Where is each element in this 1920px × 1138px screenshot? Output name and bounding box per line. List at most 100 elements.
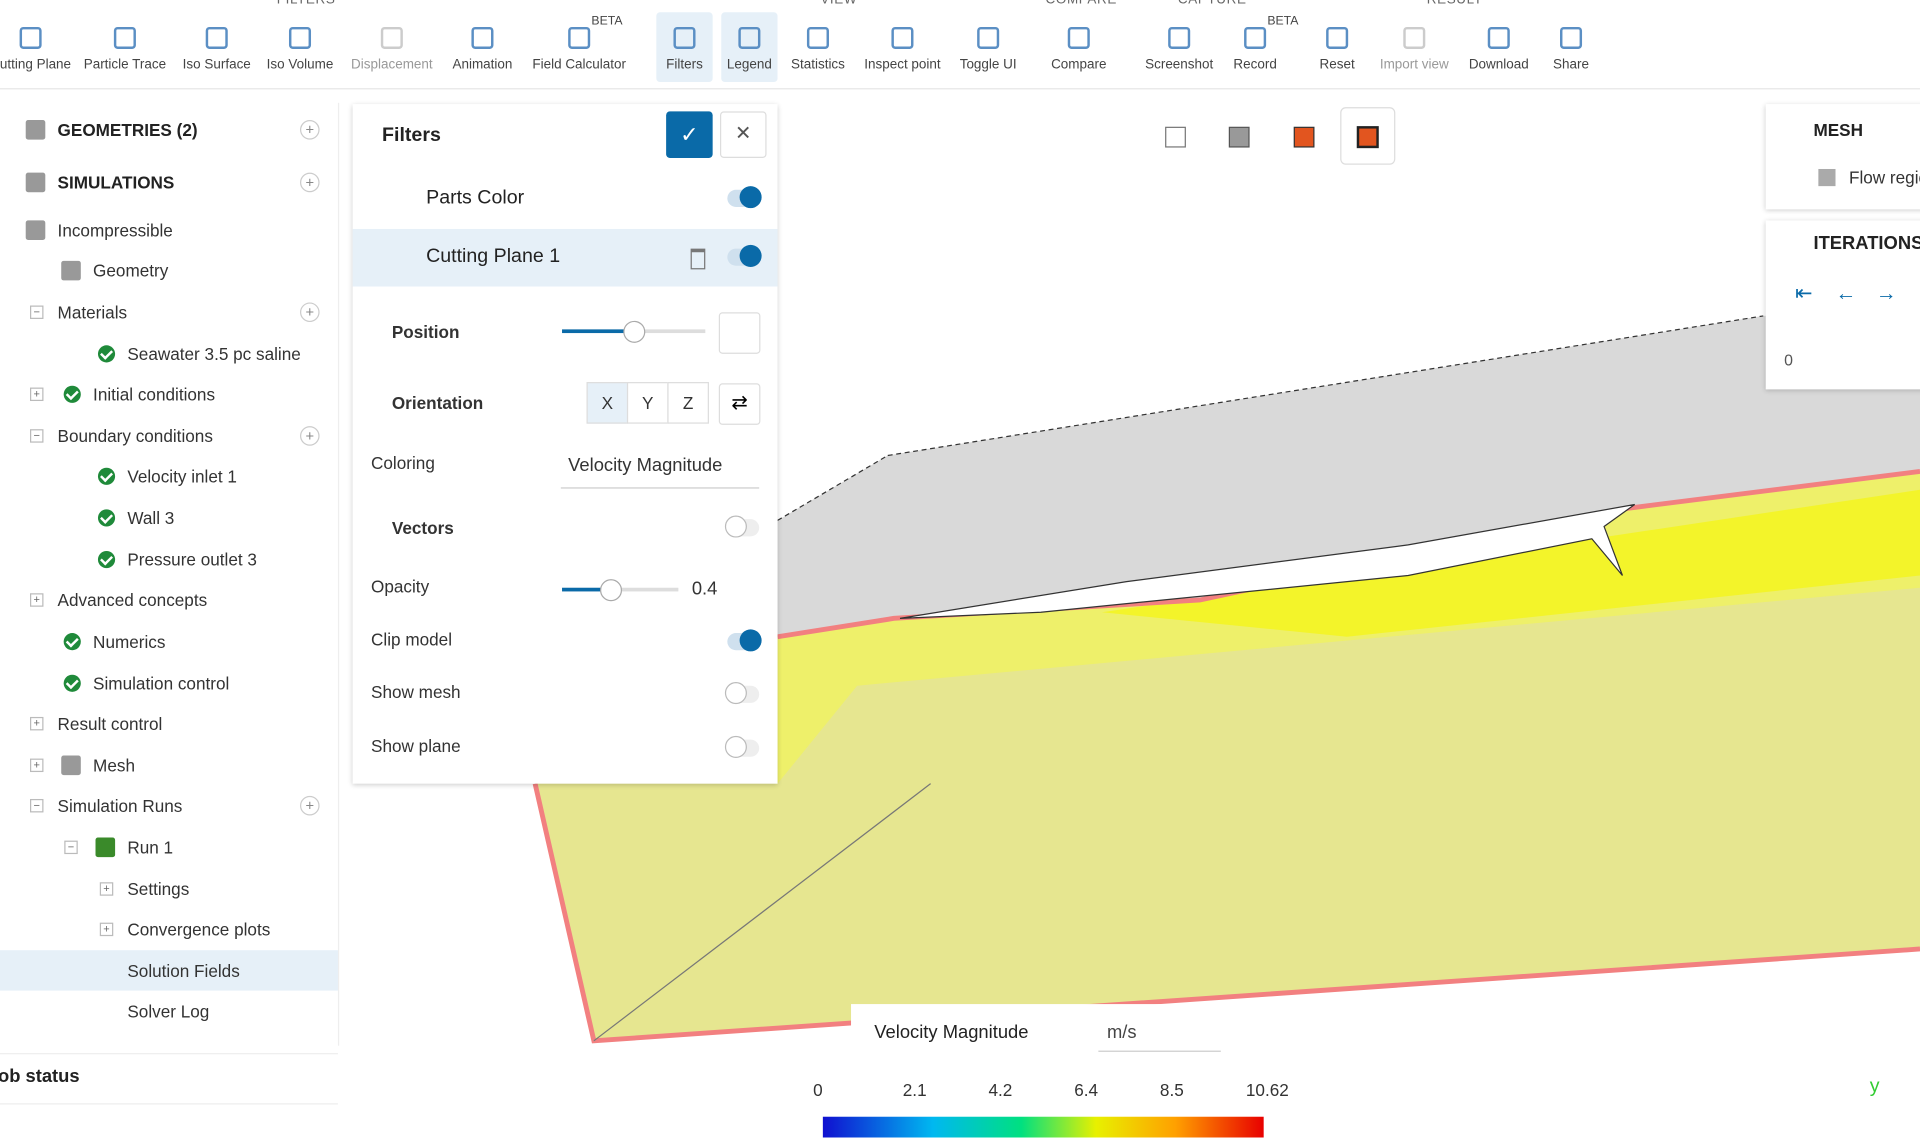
tree-item[interactable]: GEOMETRIES (2) (57, 120, 198, 140)
toolbar-button[interactable]: Inspect point (864, 57, 941, 73)
tree-item[interactable]: Initial conditions (93, 384, 216, 405)
tree-item[interactable]: Wall 3 (127, 508, 175, 528)
toolbar-icon[interactable] (19, 26, 42, 49)
toolbar-button[interactable]: Record (1233, 57, 1277, 73)
tree-item[interactable]: Geometry (93, 260, 169, 281)
tree-item[interactable]: Settings (127, 879, 190, 899)
section-title[interactable]: MESH (1813, 120, 1864, 140)
toolbar-button[interactable]: Filters (666, 57, 703, 73)
add-button[interactable]: + (300, 795, 320, 816)
swap-button[interactable]: ⇄ (718, 383, 761, 425)
legend-unit[interactable]: m/s (1106, 1021, 1137, 1043)
tree-item[interactable]: Mesh (93, 755, 135, 776)
toolbar-icon[interactable] (977, 26, 1000, 49)
toolbar-icon[interactable] (1168, 26, 1191, 49)
toolbar-icon[interactable] (1244, 26, 1267, 49)
add-button[interactable]: + (300, 172, 320, 193)
expand-toggle[interactable]: − (30, 798, 44, 813)
toolbar-button[interactable]: Field Calculator (532, 57, 626, 73)
toolbar-icon[interactable] (380, 26, 403, 49)
axis-button[interactable]: Y (626, 382, 669, 424)
toolbar-icon[interactable] (673, 26, 696, 49)
toolbar-button[interactable]: Iso Volume (266, 57, 334, 73)
property-label[interactable]: Vectors (391, 517, 454, 538)
toolbar-icon[interactable] (1403, 26, 1426, 49)
tree-item[interactable]: Convergence plots (127, 919, 271, 940)
tree-item[interactable]: Boundary conditions (57, 426, 213, 446)
tree-item[interactable]: Materials (57, 302, 128, 323)
toggle[interactable] (727, 629, 762, 652)
toolbar-button[interactable]: Download (1468, 57, 1529, 73)
toolbar-button[interactable]: Particle Trace (83, 57, 167, 73)
tree-item[interactable]: Simulation Runs (57, 795, 183, 816)
iteration-nav[interactable]: → (1875, 281, 1897, 305)
toolbar-icon[interactable] (568, 26, 591, 49)
view-cube[interactable] (1293, 126, 1315, 148)
expand-toggle[interactable]: + (30, 387, 44, 402)
axis-button[interactable]: X (586, 382, 629, 424)
add-button[interactable]: + (300, 302, 320, 323)
property-label[interactable]: Orientation (391, 393, 484, 413)
toolbar-icon[interactable] (1487, 26, 1510, 49)
tree-item[interactable]: Incompressible (57, 220, 173, 241)
tree-item[interactable]: SIMULATIONS (57, 172, 175, 193)
add-button[interactable]: + (300, 120, 320, 140)
slider-thumb[interactable] (600, 579, 623, 602)
toolbar-button[interactable]: Share (1553, 57, 1589, 73)
toggle[interactable] (724, 682, 760, 705)
axis-button[interactable]: Z (667, 382, 709, 424)
tree-item[interactable]: Simulation control (93, 673, 230, 694)
expand-toggle[interactable]: + (99, 922, 114, 937)
center-button[interactable] (718, 312, 761, 354)
toolbar-button[interactable]: Screenshot (1145, 57, 1214, 73)
toolbar-icon[interactable] (1067, 26, 1090, 49)
tree-item[interactable]: Velocity inlet 1 (127, 466, 237, 487)
apply-button[interactable]: ✓ (666, 111, 713, 158)
filter-name[interactable]: Parts Color (426, 187, 525, 209)
expand-toggle[interactable]: − (30, 429, 44, 443)
tree-item[interactable]: Result control (57, 713, 163, 734)
section-title[interactable]: ITERATIONS (1813, 233, 1920, 255)
toggle[interactable] (727, 244, 762, 267)
toolbar-icon[interactable] (806, 26, 829, 49)
tree-item[interactable]: Run 1 (127, 837, 174, 858)
toolbar-button[interactable]: Legend (726, 57, 772, 73)
expand-toggle[interactable]: + (30, 758, 44, 773)
view-cube[interactable] (1356, 126, 1379, 149)
mesh-item[interactable]: Flow region (1848, 167, 1920, 188)
toolbar-button[interactable]: Cutting Plane (0, 57, 72, 73)
toolbar-button[interactable]: Animation (452, 57, 513, 73)
iteration-nav[interactable]: ⇤ (1795, 281, 1813, 305)
filter-name[interactable]: Cutting Plane 1 (426, 246, 561, 267)
toolbar-icon[interactable] (205, 26, 228, 49)
expand-toggle[interactable]: − (64, 840, 78, 855)
toolbar-icon[interactable] (471, 26, 494, 49)
slider-thumb[interactable] (623, 320, 646, 343)
add-button[interactable]: + (300, 426, 320, 446)
expand-toggle[interactable]: − (30, 305, 44, 319)
coloring-select[interactable]: Velocity Magnitude (568, 454, 723, 476)
toolbar-icon[interactable] (1326, 26, 1349, 49)
toolbar-icon[interactable] (288, 26, 312, 49)
iteration-nav[interactable]: ← (1835, 281, 1857, 305)
expand-toggle[interactable]: + (99, 882, 114, 896)
expand-toggle[interactable]: + (30, 593, 44, 607)
property-label[interactable]: Position (391, 322, 460, 342)
toggle[interactable] (724, 735, 760, 758)
tree-item[interactable]: Advanced concepts (57, 590, 208, 610)
toolbar-button[interactable]: Toggle UI (959, 57, 1017, 73)
view-cube[interactable] (1165, 126, 1186, 148)
tree-item[interactable]: Solution Fields (127, 961, 240, 981)
toolbar-button[interactable]: Displacement (351, 57, 433, 73)
delete-icon[interactable] (690, 248, 706, 270)
expand-toggle[interactable]: + (30, 716, 44, 731)
toolbar-icon[interactable] (891, 26, 914, 49)
opacity-value[interactable]: 0.4 (691, 578, 718, 600)
toggle[interactable] (724, 515, 760, 538)
toggle[interactable] (727, 186, 762, 209)
close-button[interactable]: ✕ (720, 111, 767, 158)
toolbar-button[interactable]: Import view (1379, 57, 1449, 73)
toolbar-button[interactable]: Statistics (791, 57, 845, 73)
toolbar-button[interactable]: Iso Surface (182, 57, 251, 73)
tree-item[interactable]: Pressure outlet 3 (127, 549, 257, 570)
